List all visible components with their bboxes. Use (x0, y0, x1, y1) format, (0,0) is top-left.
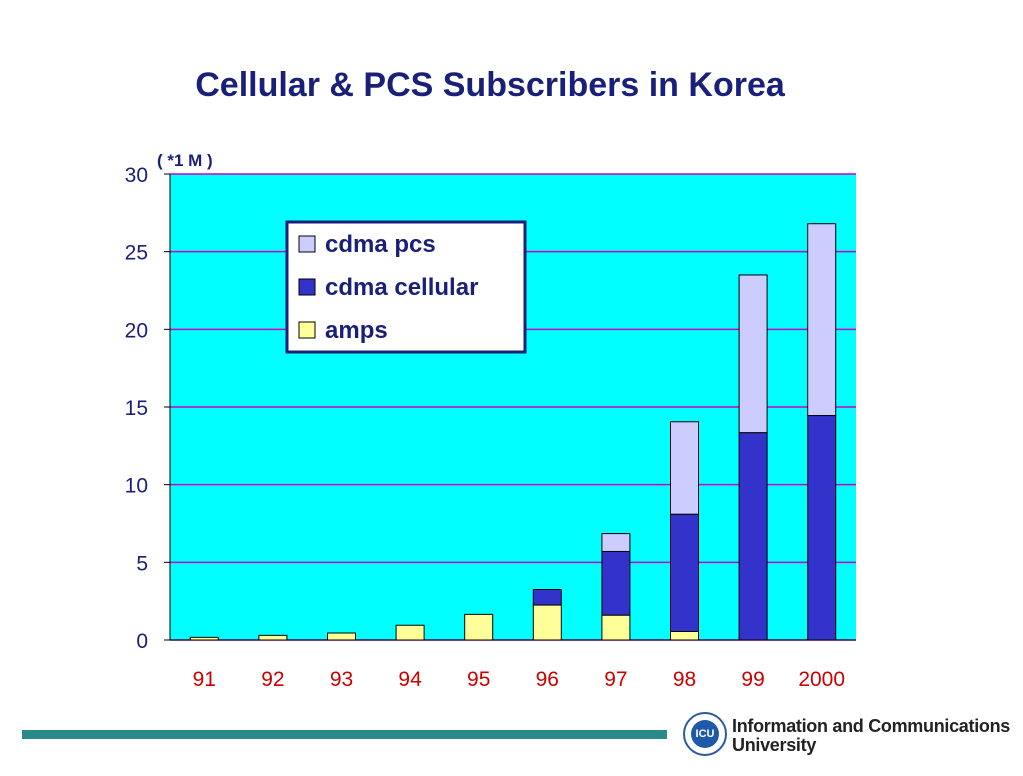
bar-segment (670, 630, 699, 641)
x-tick-label: 96 (536, 668, 559, 691)
bar-segment (532, 604, 562, 641)
x-tick-label: 2000 (798, 668, 845, 691)
bar-segment (670, 421, 699, 515)
y-tick-label: 0 (136, 630, 148, 653)
legend-label: cdma pcs (325, 231, 436, 258)
y-unit-label: ( *1 M ) (157, 151, 213, 170)
x-tick-label: 92 (261, 668, 284, 691)
chart-title: Cellular & PCS Subscribers in Korea (195, 66, 785, 104)
y-tick-label: 5 (136, 552, 148, 575)
bar-segment (395, 624, 425, 641)
y-tick-label: 10 (125, 475, 148, 498)
x-tick-label: 98 (673, 668, 696, 691)
legend-label: cdma cellular (325, 274, 478, 301)
legend-swatch (298, 235, 316, 253)
x-tick-label: 99 (741, 668, 764, 691)
bar-segment (464, 613, 494, 641)
bar-segment (532, 589, 562, 606)
bar-segment (738, 274, 768, 434)
y-tick-label: 25 (125, 242, 148, 265)
bar-segment (601, 614, 631, 641)
legend-swatch (298, 321, 316, 339)
logo-text: ICU (691, 720, 719, 748)
legend-label: amps (325, 317, 388, 344)
university-logo-icon: ICU (683, 712, 727, 756)
institution-name-line1: Information and Communications (732, 716, 1011, 736)
legend-swatch (298, 278, 316, 296)
bar-segment (189, 636, 219, 641)
institution-name-line2: University (732, 735, 817, 755)
footer-divider (22, 730, 667, 739)
x-tick-label: 93 (330, 668, 353, 691)
legend-box (285, 220, 527, 354)
chart-area: 0 5 10 15 20 25 30 ( *1 M ) 91 92 93 94 95 96 97 98 99 20… (125, 151, 856, 691)
bar-segment (258, 634, 288, 641)
bar-segment (327, 632, 356, 641)
x-tick-label: 94 (398, 668, 422, 691)
bar-segment (601, 550, 631, 616)
x-tick-label: 91 (193, 668, 216, 691)
bar-segment (738, 432, 768, 641)
bar-segment (807, 223, 837, 417)
y-tick-label: 20 (125, 319, 148, 342)
y-tick-label: 30 (125, 164, 148, 187)
y-tick-label: 15 (125, 397, 148, 420)
bar-segment (807, 415, 837, 641)
x-tick-label: 95 (467, 668, 490, 691)
bar-segment (601, 533, 631, 552)
x-tick-label: 97 (604, 668, 627, 691)
bar-segment (670, 513, 699, 632)
